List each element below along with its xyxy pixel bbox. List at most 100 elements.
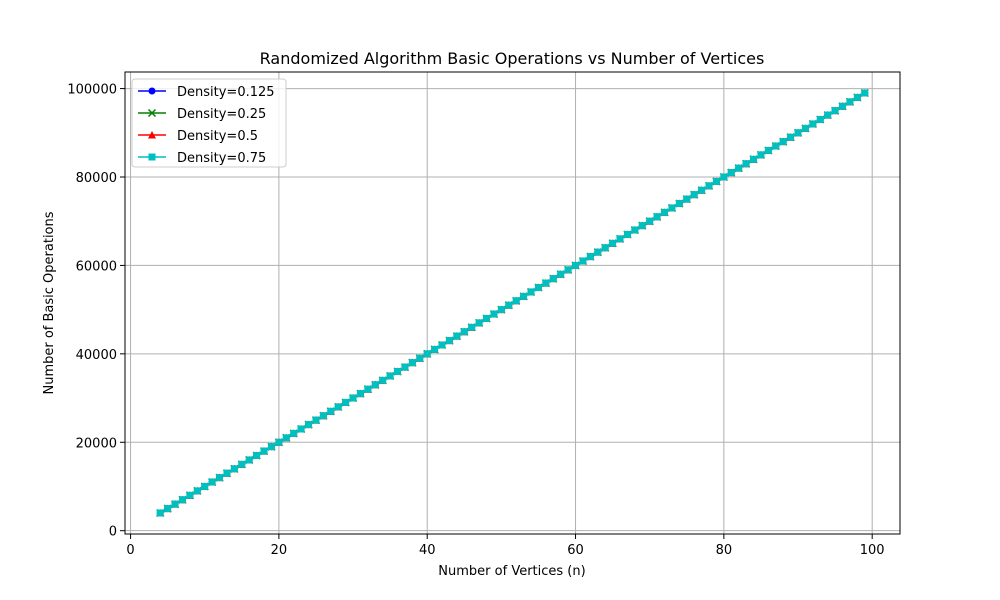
data-point — [290, 429, 298, 437]
data-point — [379, 376, 387, 384]
data-point — [342, 398, 350, 406]
data-point — [208, 478, 216, 486]
data-point — [542, 279, 550, 287]
data-point — [505, 301, 513, 309]
data-point — [831, 107, 839, 115]
data-point — [147, 108, 157, 118]
data-point — [171, 500, 179, 508]
data-point — [779, 138, 787, 146]
data-point — [156, 509, 164, 517]
y-tick-label: 60000 — [76, 259, 117, 274]
data-point — [801, 124, 809, 132]
data-point — [705, 182, 713, 190]
data-point — [148, 87, 156, 95]
data-point — [757, 151, 765, 159]
data-point — [816, 116, 824, 124]
data-point — [148, 153, 156, 161]
legend-item: Density=0.125 — [138, 85, 275, 100]
data-point — [742, 160, 750, 168]
data-point — [609, 239, 617, 247]
x-tick-label: 60 — [567, 543, 584, 558]
data-point — [549, 275, 557, 283]
data-point — [735, 164, 743, 172]
data-point — [483, 314, 491, 322]
data-point — [809, 120, 817, 128]
data-point — [438, 341, 446, 349]
data-point — [646, 217, 654, 225]
data-point — [594, 248, 602, 256]
data-point — [853, 93, 861, 101]
data-point — [230, 465, 238, 473]
legend-item: Density=0.75 — [138, 151, 266, 166]
data-point — [490, 310, 498, 318]
x-tick-label: 40 — [419, 543, 436, 558]
data-point — [824, 111, 832, 119]
y-tick-label: 80000 — [76, 171, 117, 186]
y-axis-label: Number of Basic Operations — [42, 211, 57, 394]
y-tick-label: 40000 — [76, 348, 117, 363]
legend: Density=0.125 Density=0.25 Density=0.5 Dens… — [131, 78, 287, 168]
data-point — [178, 496, 186, 504]
data-point — [512, 297, 520, 305]
data-point — [305, 421, 313, 429]
data-point — [712, 177, 720, 185]
data-point — [638, 222, 646, 230]
data-point — [572, 261, 580, 269]
data-point — [690, 191, 698, 199]
data-point — [557, 270, 565, 278]
legend-label: Density=0.125 — [177, 85, 275, 100]
data-point — [668, 204, 676, 212]
data-point — [683, 195, 691, 203]
data-point — [253, 452, 261, 460]
data-point — [601, 244, 609, 252]
chart-title: Randomized Algorithm Basic Operations vs… — [260, 49, 765, 68]
data-point — [282, 434, 290, 442]
series-layer — [156, 88, 869, 518]
data-point — [794, 129, 802, 137]
data-point — [527, 288, 535, 296]
x-axis-label: Number of Vertices (n) — [438, 564, 585, 579]
data-point — [216, 474, 224, 482]
data-point — [698, 186, 706, 194]
data-point — [193, 487, 201, 495]
series-density-0-75 — [156, 89, 869, 517]
data-point — [787, 133, 795, 141]
data-point — [750, 155, 758, 163]
data-point — [245, 456, 253, 464]
y-tick-label: 0 — [109, 525, 117, 540]
plot-frame — [124, 71, 901, 535]
data-point — [839, 102, 847, 110]
data-point — [431, 345, 439, 353]
data-point — [579, 257, 587, 265]
data-point — [846, 98, 854, 106]
data-point — [371, 381, 379, 389]
data-point — [186, 491, 194, 499]
data-point — [408, 359, 416, 367]
data-point — [386, 372, 394, 380]
data-point — [653, 213, 661, 221]
data-point — [349, 394, 357, 402]
legend-label: Density=0.25 — [177, 107, 266, 122]
data-point — [475, 319, 483, 327]
data-point — [623, 230, 631, 238]
data-point — [327, 407, 335, 415]
data-point — [164, 505, 172, 513]
x-tick-label: 80 — [716, 543, 733, 558]
legend-item: Density=0.5 — [138, 129, 258, 144]
data-point — [445, 337, 453, 345]
data-point — [534, 284, 542, 292]
data-point — [564, 266, 572, 274]
data-point — [720, 173, 728, 181]
x-tick-label: 20 — [271, 543, 288, 558]
data-point — [423, 350, 431, 358]
data-point — [297, 425, 305, 433]
data-point — [453, 332, 461, 340]
data-point — [468, 323, 476, 331]
data-point — [772, 142, 780, 150]
data-point — [260, 447, 268, 455]
data-point — [586, 253, 594, 261]
data-point — [148, 131, 156, 139]
y-tick-label: 100000 — [67, 83, 117, 98]
legend-item: Density=0.25 — [138, 107, 266, 122]
